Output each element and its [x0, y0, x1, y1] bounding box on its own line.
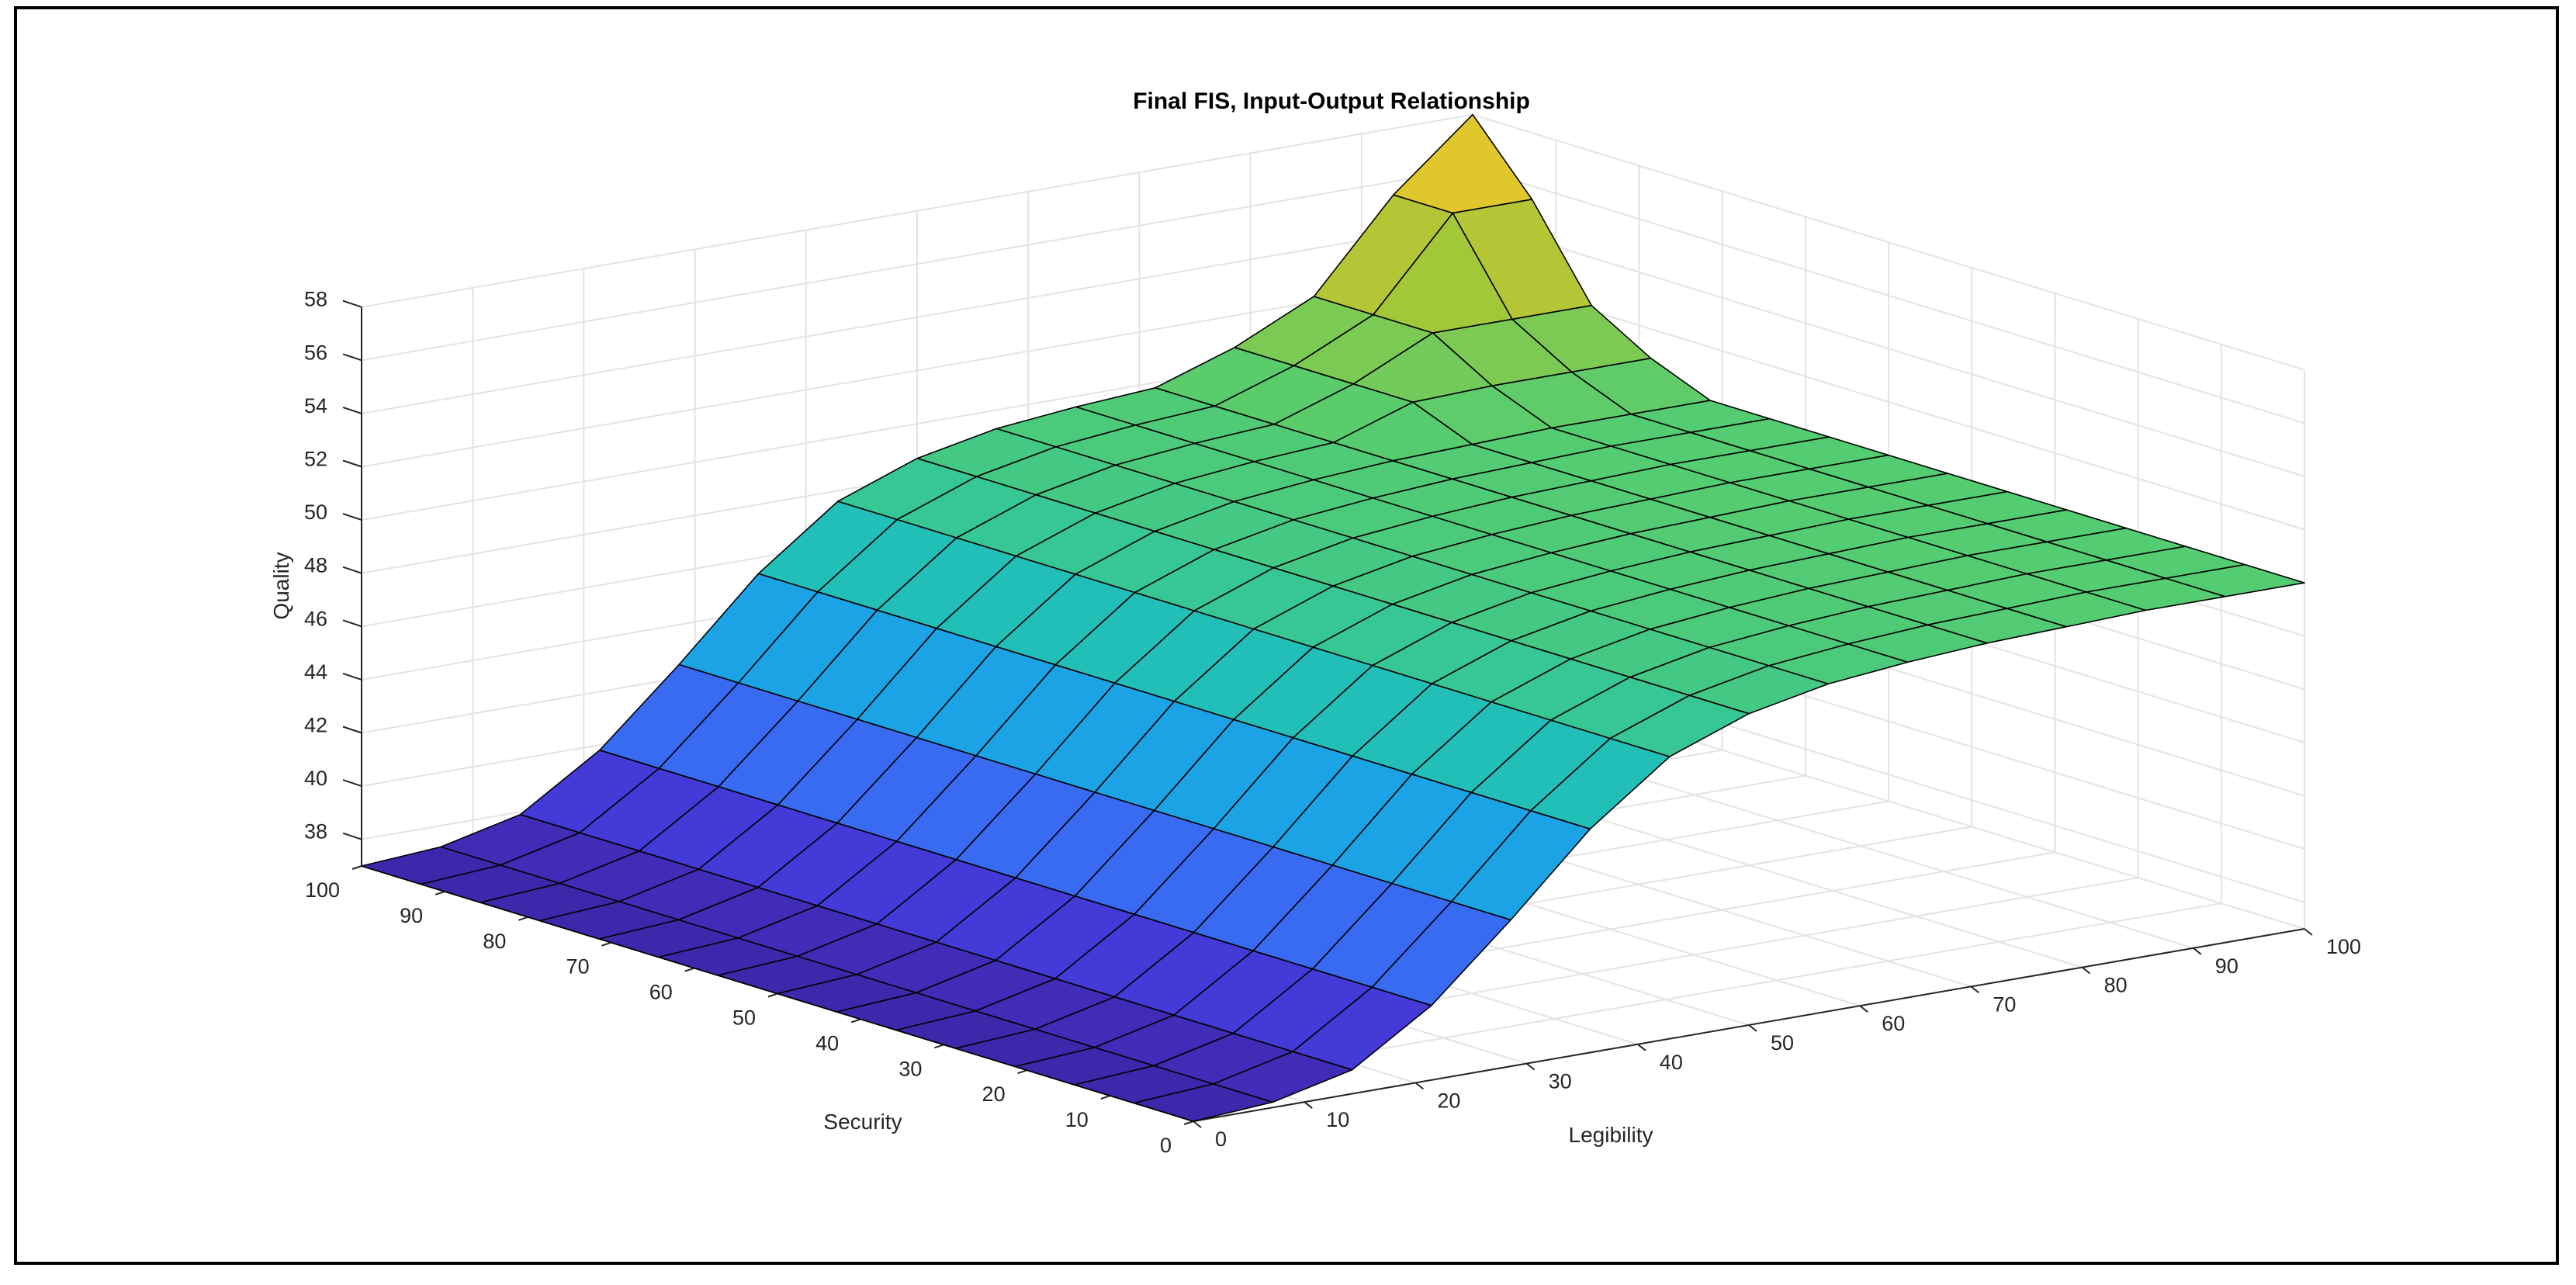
x-tick-label-3: 30 [1549, 1070, 1572, 1093]
x-tick-label-1: 10 [1326, 1108, 1349, 1131]
z-tick-8 [342, 406, 362, 414]
x-tick-1 [1304, 1101, 1313, 1109]
y-tick-8 [518, 916, 528, 921]
x-tick-label-8: 80 [2104, 974, 2128, 997]
y-tick-label-10: 100 [305, 878, 340, 902]
z-tick-5 [342, 566, 362, 574]
z-tick-7 [342, 459, 362, 468]
z-tick-4 [342, 619, 362, 628]
z-tick-9 [342, 353, 362, 362]
z-tick-label-5: 48 [304, 554, 327, 577]
z-tick-label-9: 56 [304, 341, 327, 364]
z-tick-label-10: 58 [304, 288, 327, 311]
x-tick-6 [1859, 1005, 1868, 1013]
y-gridline-1 [1110, 344, 2222, 1097]
z-tick-6 [342, 513, 362, 521]
y-tick-label-9: 90 [400, 904, 423, 927]
x-tick-0 [1193, 1120, 1202, 1128]
y-tick-2 [1017, 1069, 1027, 1075]
x-tick-3 [1525, 1062, 1536, 1071]
z-tick-10 [342, 300, 362, 308]
x-axis-label: Legibility [1569, 1123, 1653, 1147]
y-tick-label-0: 0 [1160, 1134, 1172, 1157]
surface-patch-13-13 [1393, 113, 1533, 214]
y-tick-1 [1100, 1095, 1111, 1100]
x-tick-label-2: 20 [1437, 1089, 1460, 1112]
y-tick-9 [435, 890, 445, 895]
y-tick-label-3: 30 [898, 1057, 922, 1080]
x-tick-2 [1414, 1082, 1425, 1090]
y-tick-label-8: 80 [483, 930, 506, 953]
x-tick-label-9: 90 [2215, 954, 2238, 978]
surface-mesh [361, 113, 2305, 1122]
x-tick-label-5: 50 [1771, 1031, 1794, 1055]
x-tick-5 [1748, 1024, 1757, 1032]
y-tick-6 [684, 967, 695, 972]
y-tick-10 [351, 865, 362, 870]
z-tick-label-6: 50 [304, 500, 327, 524]
z-tick-2 [342, 726, 362, 734]
y-tick-label-2: 20 [982, 1082, 1006, 1106]
z-tick-1 [342, 779, 362, 788]
y-tick-7 [601, 941, 611, 947]
z-tick-label-8: 54 [304, 394, 327, 417]
tick-labels: 0 10 20 30 40 50 60 70 80 90 100 0 10 20 30 40 50 60 70 80 9… [304, 288, 2361, 1157]
z-tick-label-1: 40 [304, 767, 327, 790]
surface-patch-0-0 [1133, 1083, 1273, 1122]
z-tick-0 [342, 832, 362, 840]
y-tick-0 [1183, 1120, 1194, 1125]
x-tick-7 [1970, 985, 1980, 994]
chart-title: Final FIS, Input-Output Relationship [1133, 88, 1530, 114]
z-tick-label-2: 42 [304, 714, 327, 737]
x-tick-label-0: 0 [1215, 1127, 1227, 1151]
x-tick-label-4: 40 [1660, 1051, 1683, 1074]
z-tick-label-4: 46 [304, 607, 327, 630]
x-tick-label-10: 100 [2326, 935, 2361, 958]
y-tick-3 [934, 1044, 944, 1049]
x-tick-8 [2081, 966, 2091, 975]
y-tick-label-6: 60 [649, 981, 673, 1004]
z-tick-label-7: 52 [304, 448, 327, 471]
y-tick-label-5: 50 [732, 1006, 756, 1030]
z-tick-label-0: 38 [304, 820, 327, 843]
x-tick-4 [1637, 1044, 1646, 1051]
x-tick-label-7: 70 [1993, 992, 2016, 1016]
z-axis-label: Quality [269, 552, 293, 619]
y-axis-label: Security [823, 1110, 902, 1134]
y-tick-label-7: 70 [566, 955, 590, 978]
x-tick-10 [2304, 928, 2313, 936]
y-tick-label-4: 40 [815, 1031, 839, 1055]
z-tick-label-3: 44 [304, 660, 327, 684]
y-tick-5 [767, 992, 778, 998]
x-tick-9 [2193, 947, 2202, 955]
x-tick-label-6: 60 [1882, 1012, 1905, 1035]
z-tick-3 [342, 672, 362, 681]
y-tick-4 [850, 1018, 861, 1023]
y-tick-label-1: 10 [1065, 1108, 1089, 1131]
